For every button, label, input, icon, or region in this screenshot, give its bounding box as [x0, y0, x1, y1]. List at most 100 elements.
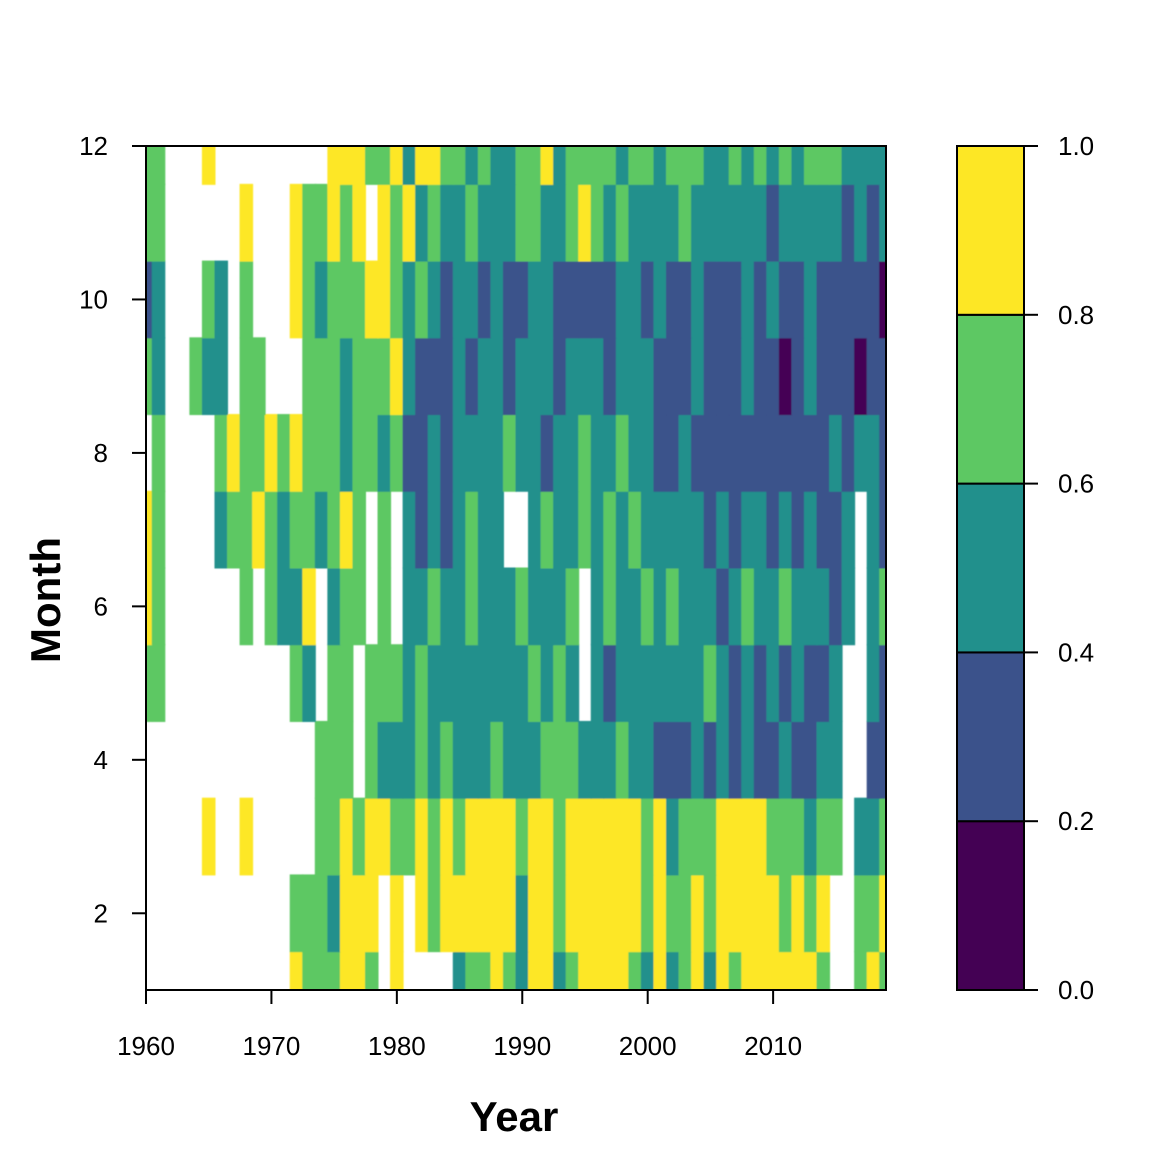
contour-cell — [791, 567, 805, 646]
contour-cell — [402, 720, 417, 799]
contour-cell — [490, 567, 504, 646]
contour-cell — [377, 720, 392, 799]
contour-cell — [214, 414, 229, 492]
contour-cell — [302, 414, 316, 492]
contour-cell — [603, 720, 617, 799]
contour-cell — [477, 644, 492, 722]
contour-cell — [716, 183, 730, 262]
contour-cell — [879, 874, 886, 953]
contour-cell — [364, 337, 379, 416]
contour-cell — [640, 490, 655, 569]
contour-cell — [615, 644, 630, 722]
contour-cell — [415, 644, 429, 722]
contour-cell — [703, 414, 718, 492]
contour-cell — [791, 797, 805, 876]
contour-cell — [703, 490, 718, 569]
contour-cell — [528, 720, 542, 799]
contour-cell — [490, 337, 504, 416]
contour-cell — [377, 337, 392, 416]
contour-cell — [427, 567, 442, 646]
contour-cell — [465, 797, 479, 876]
contour-cell — [778, 490, 793, 569]
contour-cell — [716, 260, 730, 339]
contour-cell — [778, 567, 793, 646]
contour-cell — [741, 183, 755, 262]
contour-cell — [477, 146, 492, 185]
contour-cell — [402, 490, 417, 569]
contour-cell — [364, 644, 379, 722]
contour-cell — [427, 644, 442, 722]
contour-cell — [465, 951, 479, 990]
contour-cell — [352, 490, 366, 569]
contour-cell — [402, 797, 417, 876]
contour-cell — [490, 183, 504, 262]
contour-cell — [264, 567, 279, 646]
contour-cell — [590, 260, 605, 339]
contour-cell — [540, 874, 555, 953]
contour-cell — [691, 951, 705, 990]
contour-cell — [151, 337, 166, 416]
contour-cell — [866, 490, 881, 569]
contour-cell — [352, 183, 366, 262]
contour-cell — [703, 797, 718, 876]
contour-cell — [590, 337, 605, 416]
contour-cell — [628, 720, 642, 799]
contour-cell — [201, 797, 216, 876]
contour-cell — [741, 337, 755, 416]
contour-cell — [402, 337, 417, 416]
contour-cell — [703, 337, 718, 416]
contour-cell — [390, 951, 404, 990]
contour-cell — [452, 146, 467, 185]
contour-cell — [502, 337, 517, 416]
contour-cell — [565, 797, 580, 876]
contour-cell — [803, 797, 818, 876]
contour-cell — [640, 567, 655, 646]
contour-cell — [553, 567, 567, 646]
contour-cell — [540, 567, 555, 646]
contour-cell — [339, 183, 354, 262]
contour-cell — [716, 567, 730, 646]
contour-cell — [490, 874, 504, 953]
contour-cell — [390, 260, 404, 339]
contour-cell — [477, 720, 492, 799]
contour-cell — [829, 337, 843, 416]
contour-cell — [678, 567, 693, 646]
contour-cell — [540, 414, 555, 492]
contour-cell — [553, 260, 567, 339]
contour-cell — [741, 146, 755, 185]
contour-cell — [440, 414, 454, 492]
contour-cell — [803, 183, 818, 262]
x-axis: 1960 1970 1980 1990 2000 2010 — [117, 989, 802, 1061]
contour-cell — [829, 567, 843, 646]
colorbar — [956, 145, 1025, 992]
contour-cell — [465, 146, 479, 185]
contour-cell — [691, 337, 705, 416]
contour-cell — [402, 146, 417, 185]
contour-cell — [866, 644, 881, 722]
contour-cell — [766, 414, 780, 492]
contour-cell — [465, 567, 479, 646]
contour-cell — [716, 644, 730, 722]
contour-cell — [628, 644, 642, 722]
contour-cell — [252, 337, 266, 416]
contour-cell — [440, 183, 454, 262]
contour-cell — [879, 567, 886, 646]
contour-cell — [653, 797, 668, 876]
contour-cell — [854, 951, 868, 990]
contour-cell — [490, 720, 504, 799]
contour-cell — [678, 337, 693, 416]
contour-cell — [427, 414, 442, 492]
contour-cell — [829, 414, 843, 492]
contour-cell — [565, 644, 580, 722]
contour-cell — [703, 260, 718, 339]
contour-cell — [603, 490, 617, 569]
contour-cell — [515, 567, 530, 646]
contour-cell — [753, 490, 768, 569]
contour-cell — [440, 874, 454, 953]
contour-cell — [628, 874, 642, 953]
contour-cell — [390, 720, 404, 799]
contour-cell — [691, 797, 705, 876]
contour-cell — [728, 797, 743, 876]
contour-cell — [603, 874, 617, 953]
contour-cell — [528, 337, 542, 416]
